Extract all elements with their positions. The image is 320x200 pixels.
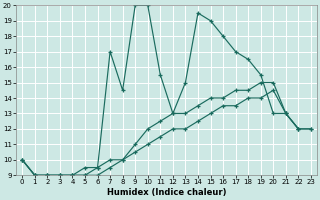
X-axis label: Humidex (Indice chaleur): Humidex (Indice chaleur) (107, 188, 226, 197)
